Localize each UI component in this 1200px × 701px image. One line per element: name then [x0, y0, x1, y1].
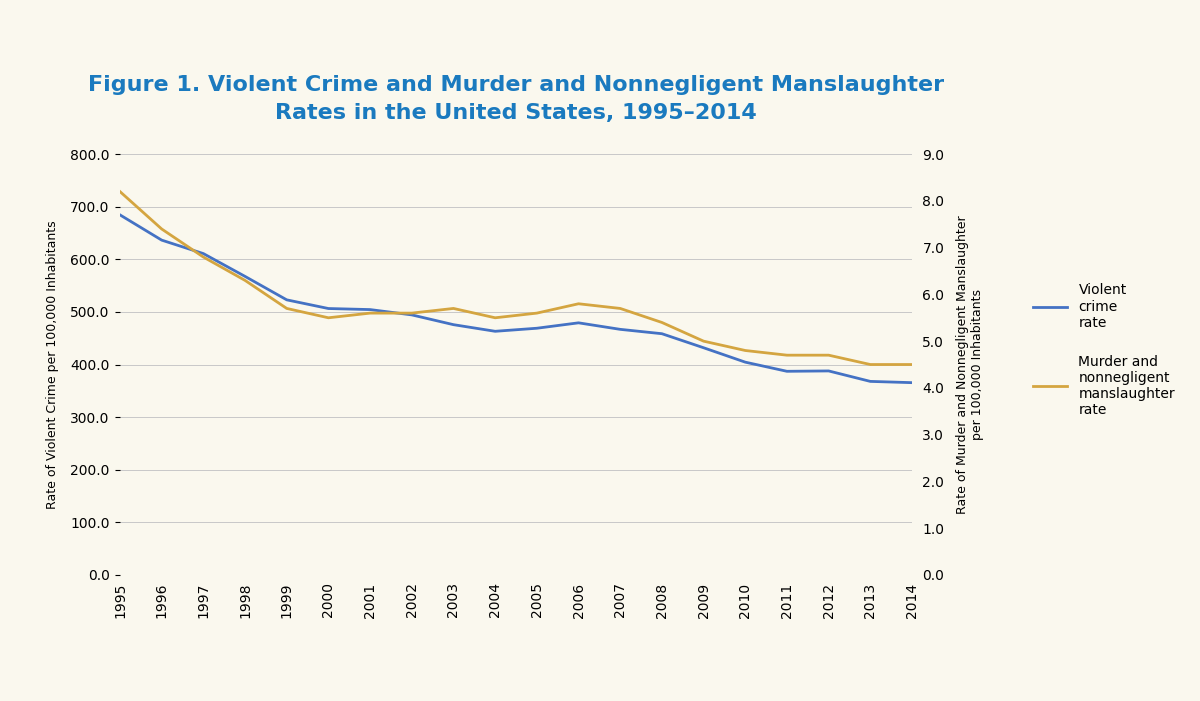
Title: Figure 1. Violent Crime and Murder and Nonnegligent Manslaughter
Rates in the Un: Figure 1. Violent Crime and Murder and N… [88, 76, 944, 123]
Legend: Violent
crime
rate, Murder and
nonnegligent
manslaughter
rate: Violent crime rate, Murder and nonneglig… [1032, 283, 1175, 418]
Y-axis label: Rate of Violent Crime per 100,000 Inhabitants: Rate of Violent Crime per 100,000 Inhabi… [46, 220, 59, 509]
Y-axis label: Rate of Murder and Nonnegligent Manslaughter
per 100,000 Inhabitants: Rate of Murder and Nonnegligent Manslaug… [955, 215, 984, 514]
